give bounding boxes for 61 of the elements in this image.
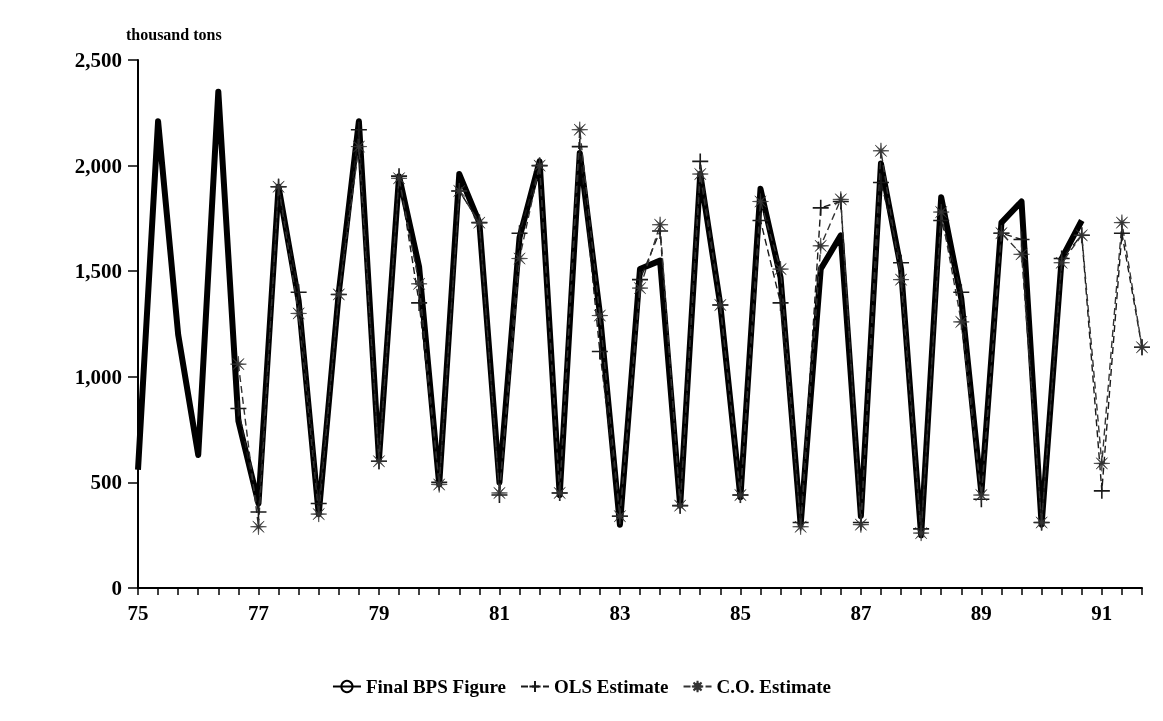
point	[651, 216, 669, 234]
point	[249, 503, 268, 521]
point	[751, 211, 770, 230]
legend-label: OLS Estimate	[554, 676, 669, 697]
legend-label: C.O. Estimate	[716, 676, 832, 697]
point	[872, 142, 890, 160]
point	[289, 283, 308, 302]
point	[1012, 230, 1031, 249]
point	[892, 271, 910, 288]
point	[752, 193, 769, 210]
point	[1093, 455, 1111, 472]
legend-label: Final BPS Figure	[365, 676, 507, 697]
point	[290, 305, 307, 322]
point	[591, 342, 609, 361]
point	[772, 260, 789, 278]
point	[229, 399, 248, 418]
point	[812, 237, 830, 255]
point	[811, 199, 830, 217]
y-tick-label: 500	[90, 470, 122, 495]
x-tick-label: 81	[488, 600, 510, 625]
x-tick-label: 79	[368, 600, 390, 625]
point	[250, 518, 267, 536]
x-tick-label: 75	[127, 600, 149, 625]
y-axis-title: thousand tons	[126, 25, 222, 43]
x-tick-label: 89	[970, 600, 992, 625]
x-tick-label: 87	[850, 600, 872, 625]
point	[571, 121, 589, 138]
point	[591, 307, 609, 324]
x-tick-label: 83	[609, 600, 631, 625]
y-tick-label: 1,500	[74, 259, 122, 284]
y-tick-label: 1,000	[74, 364, 122, 389]
point	[1093, 482, 1111, 500]
point	[952, 313, 970, 331]
point	[410, 275, 428, 293]
point	[1013, 246, 1030, 263]
point	[230, 355, 247, 373]
point	[350, 138, 368, 155]
y-tick-label: 2,500	[74, 48, 122, 72]
point	[1053, 254, 1070, 272]
point	[570, 137, 589, 156]
point	[892, 253, 910, 272]
point	[872, 173, 890, 192]
point	[350, 120, 368, 139]
point	[912, 524, 930, 542]
point	[932, 203, 950, 221]
y-tick-label: 0	[111, 576, 122, 600]
point	[771, 294, 790, 312]
point	[510, 224, 529, 242]
y-tick-label: 2,000	[74, 153, 122, 178]
point	[1113, 214, 1131, 231]
point	[310, 505, 328, 523]
point	[511, 250, 528, 267]
point	[952, 283, 971, 302]
x-tick-label: 77	[247, 600, 269, 625]
point	[631, 279, 649, 297]
x-tick-label: 91	[1091, 600, 1113, 625]
x-tick-label: 85	[729, 600, 751, 625]
point	[792, 518, 809, 536]
point	[410, 294, 428, 312]
point	[973, 486, 990, 504]
point	[691, 165, 709, 183]
